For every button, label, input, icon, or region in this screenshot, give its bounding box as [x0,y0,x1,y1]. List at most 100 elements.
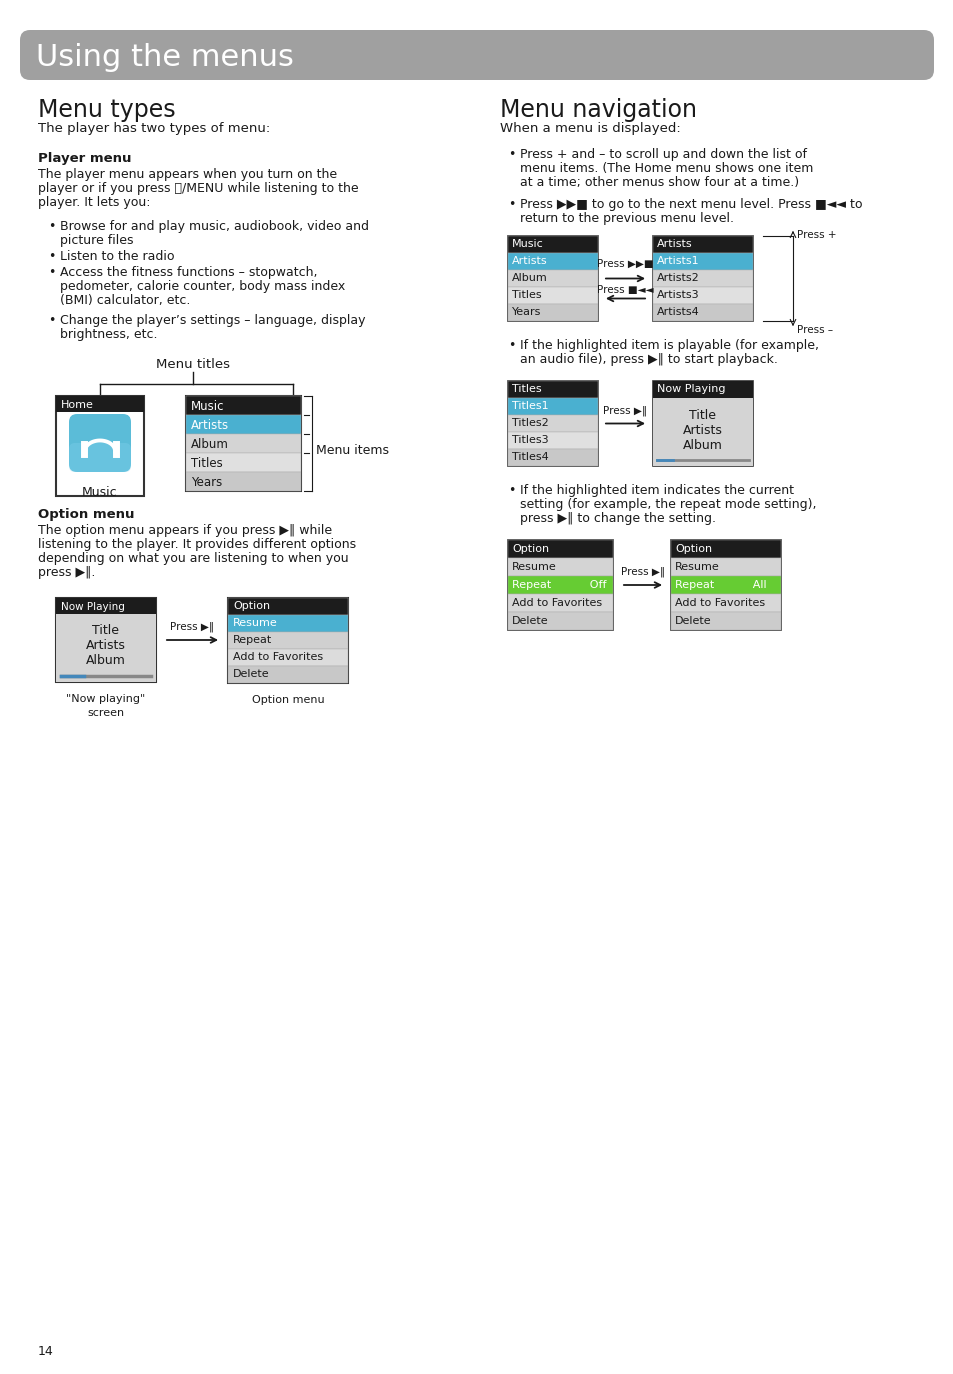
Text: Press ▶‖: Press ▶‖ [620,566,664,577]
Bar [507,540,613,558]
Text: Title
Artists
Album: Title Artists Album [86,624,126,666]
Text: Artists1: Artists1 [657,256,699,267]
Bar [652,271,752,287]
Text: Home: Home [61,400,93,409]
Bar [652,253,752,271]
Bar [228,666,348,683]
Text: Menu titles: Menu titles [156,359,230,371]
Bar [56,614,156,682]
FancyBboxPatch shape [20,30,933,80]
Bar [507,398,598,415]
Text: •: • [507,198,515,212]
Text: Listen to the radio: Listen to the radio [60,250,174,262]
Text: Repeat: Repeat [233,635,272,644]
Text: Press ▶▶■ to go to the next menu level. Press ■◄◄ to: Press ▶▶■ to go to the next menu level. … [519,198,862,212]
Bar [228,632,348,649]
Text: Years: Years [191,475,222,489]
Text: Press ▶▶■: Press ▶▶■ [597,258,653,268]
Bar [507,576,613,594]
Bar [670,611,781,631]
Text: Press –: Press – [796,326,832,335]
FancyBboxPatch shape [69,414,131,473]
Text: Artists: Artists [191,419,229,431]
Text: Delete: Delete [675,616,711,627]
Bar [507,594,613,611]
Bar [507,271,598,287]
Bar [186,434,301,453]
Text: If the highlighted item indicates the current: If the highlighted item indicates the cu… [519,484,793,497]
Text: Change the player’s settings – language, display: Change the player’s settings – language,… [60,315,365,327]
Text: Music: Music [191,400,224,414]
Text: Artists4: Artists4 [657,306,699,317]
Text: Repeat           All: Repeat All [675,580,766,589]
Text: Option: Option [675,544,711,554]
Text: Option menu: Option menu [252,695,324,705]
Text: menu items. (The Home menu shows one item: menu items. (The Home menu shows one ite… [519,162,813,174]
Text: Option menu: Option menu [38,508,134,521]
Bar [670,540,781,558]
Text: Menu navigation: Menu navigation [499,98,697,122]
Bar [507,449,598,466]
Bar [507,558,613,576]
Text: player or if you press ⏻/MENU while listening to the: player or if you press ⏻/MENU while list… [38,181,358,195]
Bar [670,576,781,594]
Text: Titles: Titles [512,383,541,394]
Text: "Now playing": "Now playing" [67,694,146,703]
Bar [507,611,613,631]
Bar [228,616,348,632]
Text: Access the fitness functions – stopwatch,: Access the fitness functions – stopwatch… [60,267,317,279]
Text: picture files: picture files [60,234,133,247]
Text: (BMI) calculator, etc.: (BMI) calculator, etc. [60,294,191,306]
Bar [652,381,752,466]
Bar [507,287,598,304]
Text: Title
Artists
Album: Title Artists Album [682,409,722,452]
Text: Artists3: Artists3 [657,290,699,300]
Text: Option: Option [512,544,549,554]
Text: Menu items: Menu items [315,444,389,456]
Bar [507,540,613,631]
Bar [228,598,348,616]
Text: Add to Favorites: Add to Favorites [233,653,323,662]
Text: •: • [507,339,515,352]
Text: Resume: Resume [675,562,719,572]
Text: 14: 14 [38,1345,53,1358]
Text: Add to Favorites: Add to Favorites [675,598,764,609]
Text: Album: Album [191,438,229,451]
Bar [186,396,301,415]
Text: listening to the player. It provides different options: listening to the player. It provides dif… [38,539,355,551]
Text: Now Playing: Now Playing [657,383,724,394]
Text: Add to Favorites: Add to Favorites [512,598,601,609]
Text: Press ▶‖: Press ▶‖ [171,621,214,632]
Bar [507,431,598,449]
Text: an audio file), press ▶‖ to start playback.: an audio file), press ▶‖ to start playba… [519,353,777,365]
Bar [186,453,301,473]
Text: •: • [507,484,515,497]
Text: Titles4: Titles4 [512,452,548,462]
Text: Titles: Titles [512,290,541,300]
Text: Repeat           Off: Repeat Off [512,580,606,589]
Text: Titles1: Titles1 [512,401,548,411]
Bar [670,594,781,611]
Text: Delete: Delete [233,669,270,679]
Text: Delete: Delete [512,616,548,627]
Bar [670,558,781,576]
Text: Player menu: Player menu [38,153,132,165]
Bar [186,473,301,491]
Bar [507,236,598,253]
Text: If the highlighted item is playable (for example,: If the highlighted item is playable (for… [519,339,818,352]
Text: •: • [507,148,515,161]
Bar [652,381,752,398]
Text: The player has two types of menu:: The player has two types of menu: [38,122,270,135]
Text: Resume: Resume [512,562,557,572]
Bar [186,415,301,434]
Text: Titles3: Titles3 [512,436,548,445]
Bar [507,253,598,271]
Text: Music: Music [82,486,117,499]
Text: press ▶‖.: press ▶‖. [38,566,95,578]
Text: brightness, etc.: brightness, etc. [60,328,157,341]
Bar [507,415,598,431]
Text: Menu types: Menu types [38,98,175,122]
Bar [56,396,144,412]
Bar [652,287,752,304]
Text: screen: screen [88,708,125,719]
